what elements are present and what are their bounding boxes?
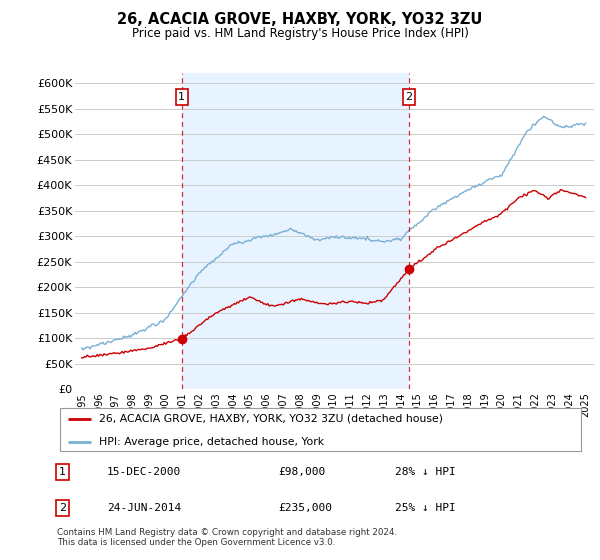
Text: 26, ACACIA GROVE, HAXBY, YORK, YO32 3ZU (detached house): 26, ACACIA GROVE, HAXBY, YORK, YO32 3ZU …: [99, 414, 443, 424]
Text: 24-JUN-2014: 24-JUN-2014: [107, 503, 181, 513]
Text: 2: 2: [59, 503, 66, 513]
Text: 1: 1: [178, 92, 185, 102]
Text: Price paid vs. HM Land Registry's House Price Index (HPI): Price paid vs. HM Land Registry's House …: [131, 27, 469, 40]
Text: HPI: Average price, detached house, York: HPI: Average price, detached house, York: [99, 437, 325, 447]
Text: £98,000: £98,000: [279, 466, 326, 477]
Text: Contains HM Land Registry data © Crown copyright and database right 2024.
This d: Contains HM Land Registry data © Crown c…: [57, 528, 397, 547]
Text: £235,000: £235,000: [279, 503, 333, 513]
Text: 15-DEC-2000: 15-DEC-2000: [107, 466, 181, 477]
Text: 2: 2: [406, 92, 412, 102]
Text: 25% ↓ HPI: 25% ↓ HPI: [395, 503, 455, 513]
Text: 26, ACACIA GROVE, HAXBY, YORK, YO32 3ZU: 26, ACACIA GROVE, HAXBY, YORK, YO32 3ZU: [118, 12, 482, 27]
FancyBboxPatch shape: [59, 408, 581, 451]
Text: 28% ↓ HPI: 28% ↓ HPI: [395, 466, 455, 477]
Bar: [182, 73, 409, 389]
Text: 1: 1: [59, 466, 66, 477]
